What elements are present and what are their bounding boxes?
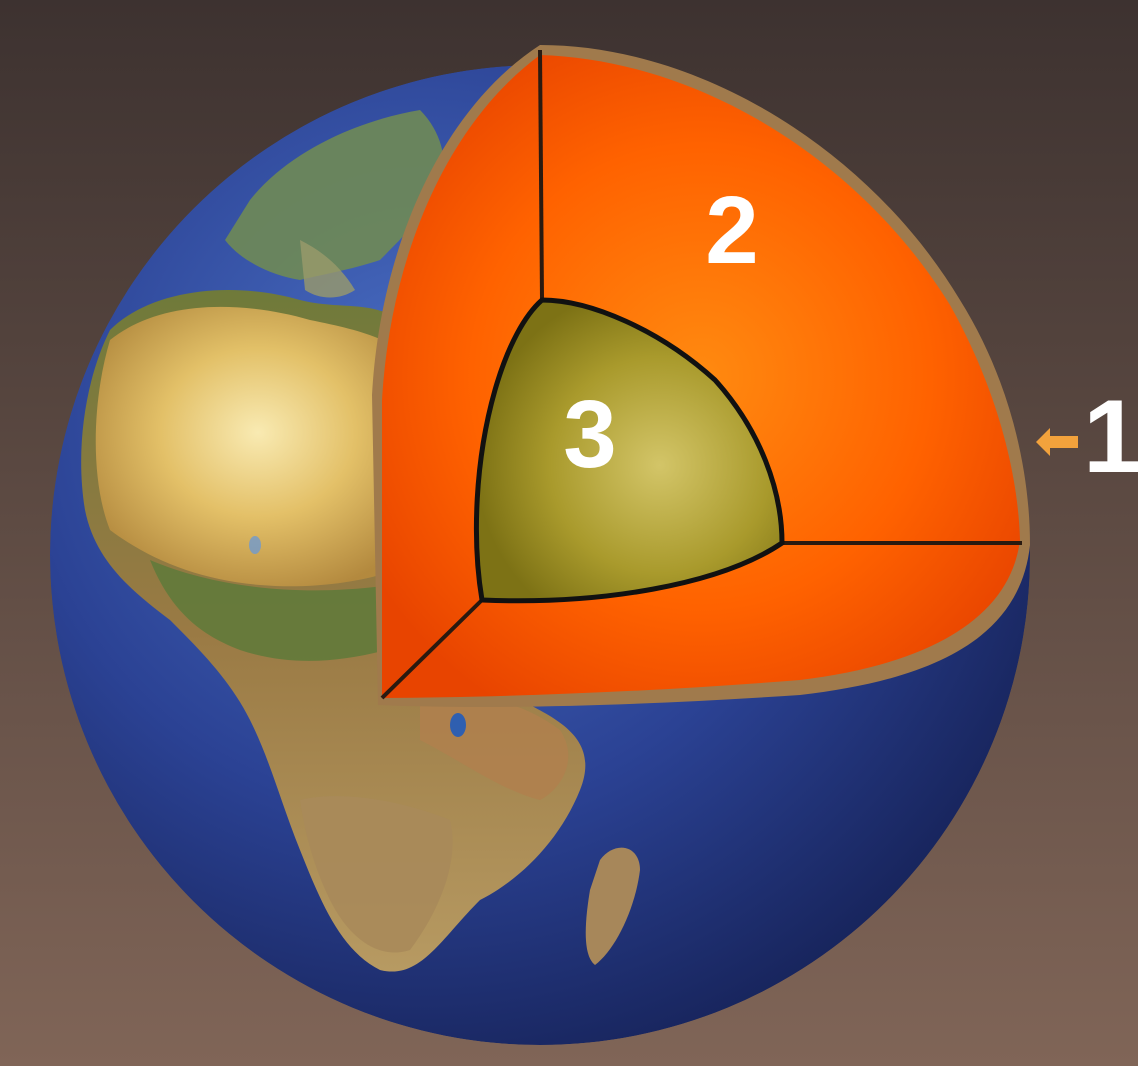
cut-edge-diagonal [380, 598, 484, 700]
cutaway [372, 45, 1030, 707]
label-mantle: 2 [705, 177, 758, 284]
label-core: 3 [563, 381, 616, 488]
core-layer [473, 297, 785, 604]
europe-landmass [225, 110, 444, 280]
sahara-desert [95, 306, 420, 587]
cut-edge-vertical [538, 49, 544, 301]
madagascar [585, 847, 640, 965]
label-crust: 1 [1083, 379, 1138, 495]
arrow-left-icon [1036, 428, 1078, 456]
